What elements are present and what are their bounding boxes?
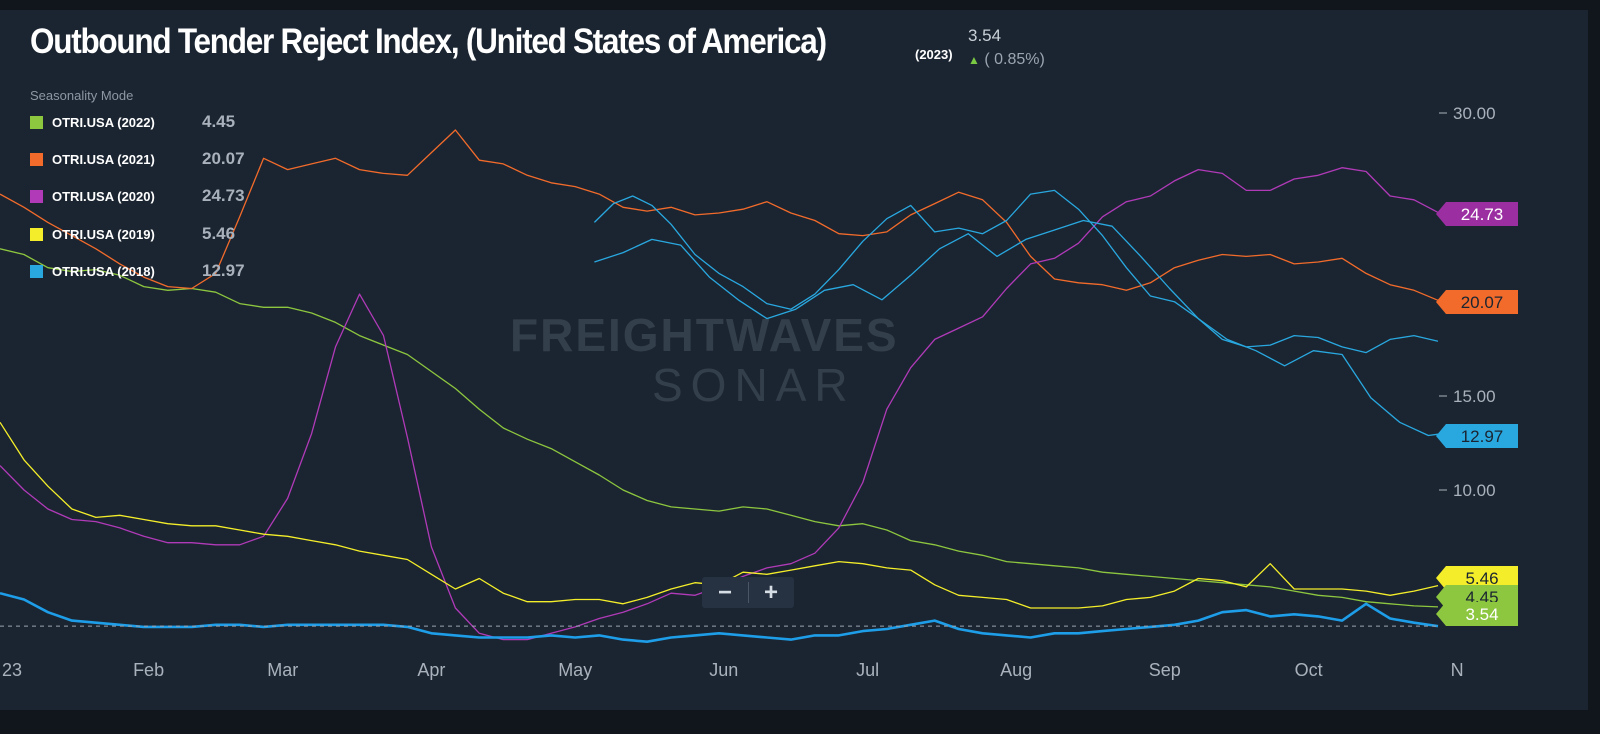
chart-header: Outbound Tender Reject Index, (United St… — [30, 22, 914, 62]
chart-panel — [0, 10, 1588, 710]
last-value: 3.54 — [968, 26, 1002, 45]
x-tick-label: Mar — [267, 660, 298, 680]
value-tag — [1436, 202, 1518, 226]
x-tick-label: Oct — [1295, 660, 1323, 680]
legend-swatch — [30, 115, 43, 129]
x-tick-label: Aug — [1000, 660, 1032, 680]
up-arrow-icon: ▲ — [968, 53, 980, 67]
legend-item-2022[interactable]: OTRI.USA (2022) 4.45 — [30, 112, 235, 132]
legend-swatch — [30, 152, 43, 166]
series-line-2023[interactable] — [0, 591, 1439, 644]
value-tag — [1436, 424, 1518, 448]
series-line-2018-segment[interactable] — [594, 219, 1439, 437]
legend-name: OTRI.USA (2018) — [52, 263, 155, 279]
x-tick-label: N — [1451, 660, 1464, 680]
legend-item-2018[interactable]: OTRI.USA (2018) 12.97 — [30, 261, 245, 281]
value-tag — [1436, 602, 1518, 626]
value-tag-label: 3.54 — [1465, 605, 1498, 624]
x-tick-label: Apr — [417, 660, 445, 680]
value-tag-label: 5.46 — [1465, 569, 1498, 588]
value-tag-label: 12.97 — [1461, 427, 1504, 446]
legend-value: 4.45 — [202, 112, 236, 131]
x-tick-label: May — [558, 660, 592, 680]
legend-item-2019[interactable]: OTRI.USA (2019) 5.46 — [30, 224, 235, 244]
watermark-sonar: SONAR — [652, 359, 856, 411]
series-line-2022[interactable] — [0, 248, 1439, 608]
seasonality-mode-label: Seasonality Mode — [30, 88, 134, 103]
legend-swatch — [30, 189, 43, 203]
value-tag-label: 24.73 — [1461, 205, 1504, 224]
change-indicator: ▲ ( 0.85%) — [968, 51, 1045, 69]
x-tick-label: Feb — [133, 660, 164, 680]
legend-value: 12.97 — [202, 261, 245, 280]
series-line-2018[interactable] — [593, 189, 1439, 354]
x-tick-label: 23 — [2, 660, 22, 680]
legend-value: 20.07 — [202, 149, 245, 168]
legend-swatch — [30, 227, 43, 241]
x-tick-label: Jun — [709, 660, 738, 680]
chart-title: Outbound Tender Reject Index, (United St… — [30, 22, 827, 61]
zoom-out-button[interactable]: − — [717, 578, 732, 606]
legend-item-2020[interactable]: OTRI.USA (2020) 24.73 — [30, 186, 245, 206]
legend-name: OTRI.USA (2022) — [52, 114, 155, 130]
legend-value: 24.73 — [202, 186, 245, 205]
series-line-2021[interactable] — [0, 129, 1439, 301]
y-tick-label: 15.00 — [1453, 387, 1496, 406]
change-value: ( 0.85%) — [984, 51, 1045, 68]
legend-swatch — [30, 264, 43, 278]
zoom-divider — [748, 582, 749, 603]
x-tick-label: Sep — [1149, 660, 1181, 680]
value-tag — [1436, 290, 1518, 314]
y-tick-label: 10.00 — [1453, 481, 1496, 500]
watermark-freightwaves: FREIGHTWAVES — [510, 309, 899, 361]
year-label: (2023) — [915, 47, 953, 62]
value-tag — [1436, 566, 1518, 590]
zoom-in-button[interactable]: + — [763, 578, 778, 606]
legend-value: 5.46 — [202, 224, 236, 243]
value-tag-label: 20.07 — [1461, 293, 1504, 312]
x-tick-label: Jul — [856, 660, 879, 680]
legend-item-2021[interactable]: OTRI.USA (2021) 20.07 — [30, 149, 245, 169]
legend-name: OTRI.USA (2020) — [52, 188, 155, 204]
y-tick-label: 30.00 — [1453, 104, 1496, 123]
legend-name: OTRI.USA (2021) — [52, 151, 155, 167]
legend-name: OTRI.USA (2019) — [52, 226, 155, 242]
zoom-controls: − + — [702, 577, 794, 608]
